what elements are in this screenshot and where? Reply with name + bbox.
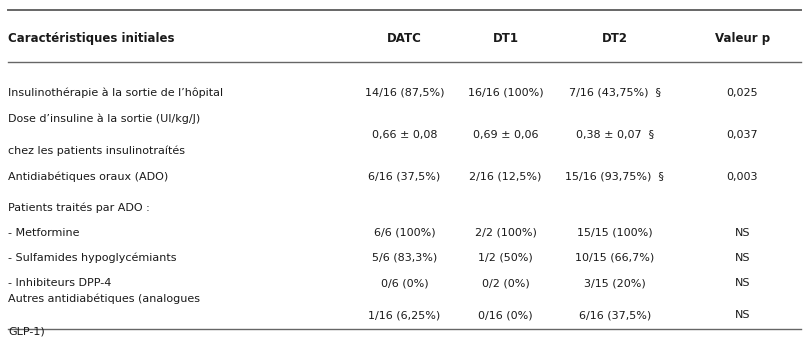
Text: 0,025: 0,025 [726, 88, 758, 98]
Text: 0,69 ± 0,06: 0,69 ± 0,06 [473, 130, 538, 140]
Text: chez les patients insulinotraítés: chez les patients insulinotraítés [8, 146, 185, 156]
Text: 15/15 (100%): 15/15 (100%) [577, 227, 653, 238]
Text: 0/16 (0%): 0/16 (0%) [478, 310, 533, 320]
Text: 15/16 (93,75%)  §: 15/16 (93,75%) § [565, 172, 664, 182]
Text: 0,037: 0,037 [726, 130, 758, 140]
Text: - Inhibiteurs DPP-4: - Inhibiteurs DPP-4 [8, 278, 112, 288]
Text: Antidiabétiques oraux (ADO): Antidiabétiques oraux (ADO) [8, 172, 168, 182]
Text: Insulinothérapie à la sortie de l’hôpital: Insulinothérapie à la sortie de l’hôpita… [8, 87, 223, 98]
Text: DT2: DT2 [602, 32, 628, 45]
Text: 6/6 (100%): 6/6 (100%) [374, 227, 435, 238]
Text: 5/6 (83,3%): 5/6 (83,3%) [372, 253, 437, 263]
Text: 1/2 (50%): 1/2 (50%) [478, 253, 533, 263]
Text: DT1: DT1 [493, 32, 519, 45]
Text: 1/16 (6,25%): 1/16 (6,25%) [368, 310, 441, 320]
Text: 16/16 (100%): 16/16 (100%) [468, 88, 544, 98]
Text: 0,003: 0,003 [726, 172, 758, 182]
Text: 3/15 (20%): 3/15 (20%) [584, 278, 646, 288]
Text: 10/15 (66,7%): 10/15 (66,7%) [575, 253, 654, 263]
Text: NS: NS [735, 278, 750, 288]
Text: 2/16 (12,5%): 2/16 (12,5%) [469, 172, 542, 182]
Text: - Metformine: - Metformine [8, 227, 79, 238]
Text: Valeur p: Valeur p [714, 32, 770, 45]
Text: Caractéristiques initiales: Caractéristiques initiales [8, 32, 175, 45]
Text: DATC: DATC [387, 32, 422, 45]
Text: Dose d’insuline à la sortie (UI/kg/J): Dose d’insuline à la sortie (UI/kg/J) [8, 113, 201, 124]
Text: 14/16 (87,5%): 14/16 (87,5%) [365, 88, 444, 98]
Text: 2/2 (100%): 2/2 (100%) [475, 227, 536, 238]
Text: NS: NS [735, 253, 750, 263]
Text: GLP-1): GLP-1) [8, 326, 44, 336]
Text: 6/16 (37,5%): 6/16 (37,5%) [578, 310, 651, 320]
Text: - Sulfamides hypoglycémiants: - Sulfamides hypoglycémiants [8, 252, 176, 263]
Text: 0/2 (0%): 0/2 (0%) [481, 278, 530, 288]
Text: NS: NS [735, 310, 750, 320]
Text: Autres antidiabétiques (analogues: Autres antidiabétiques (analogues [8, 294, 200, 304]
Text: NS: NS [735, 227, 750, 238]
Text: 7/16 (43,75%)  §: 7/16 (43,75%) § [569, 88, 661, 98]
Text: 6/16 (37,5%): 6/16 (37,5%) [368, 172, 441, 182]
Text: 0,66 ± 0,08: 0,66 ± 0,08 [372, 130, 437, 140]
Text: 0,38 ± 0,07  §: 0,38 ± 0,07 § [576, 130, 654, 140]
Text: 0/6 (0%): 0/6 (0%) [381, 278, 428, 288]
Text: Patients traités par ADO :: Patients traités par ADO : [8, 202, 150, 213]
